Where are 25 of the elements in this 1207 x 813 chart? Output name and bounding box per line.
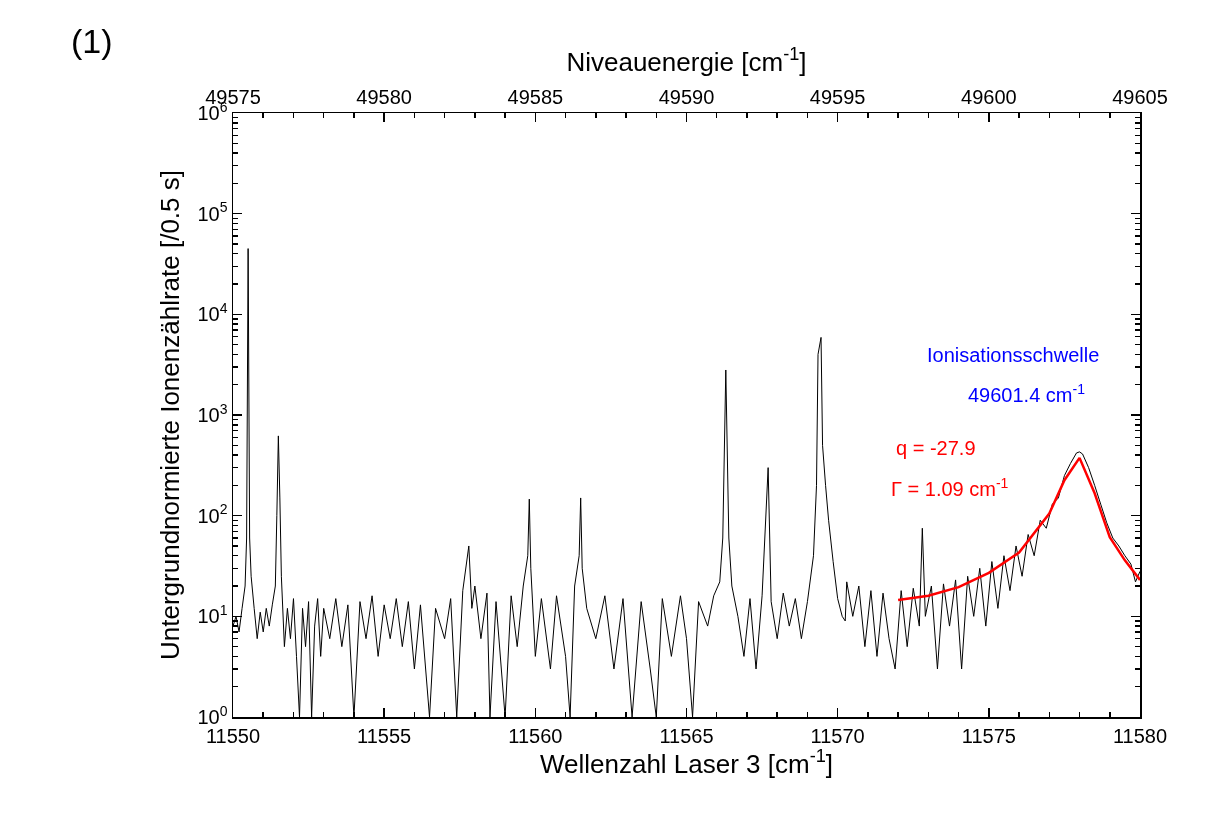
x-tick-label: 11575 [961, 724, 1016, 747]
x-tick-label: 11560 [508, 724, 563, 747]
y-tick-label: 10$^{2}$ [197, 501, 228, 527]
y-tick-label: 10$^{1}$ [197, 601, 228, 628]
y-tick-label: 10$^{3}$ [197, 400, 228, 426]
annotation: Ionisationsschwelle [927, 344, 1100, 366]
x-tick-label: 11555 [357, 724, 412, 747]
x2-tick-label: 49580 [356, 85, 412, 108]
x2-tick-label: 49600 [961, 85, 1017, 108]
x2-axis-title: Niveauenergie [cm$^{-1}$] [566, 44, 807, 78]
x-axis-title: Wellenzahl Laser 3 [cm$^{-1}$] [539, 746, 834, 780]
y-tick-label: 10$^{5}$ [197, 199, 228, 225]
y-tick-label: 10$^{4}$ [197, 299, 228, 326]
x-tick-label: 11580 [1112, 724, 1168, 747]
x-tick-label: 11570 [810, 724, 865, 747]
text: (1) [71, 22, 113, 60]
annotation: q = -27.9 [896, 437, 976, 459]
x2-tick-label: 49605 [1112, 85, 1168, 108]
annotation: 49601.4 cm$^{-1}$ [968, 381, 1086, 407]
x2-tick-label: 49595 [809, 85, 866, 108]
annotation: Γ = 1.09 cm$^{-1}$ [891, 475, 1009, 501]
x-tick-label: 11565 [659, 724, 714, 747]
y-axis-title: Untergrundnormierte Ionenzählrate [/0.5 s] [155, 170, 186, 660]
x2-tick-label: 49590 [658, 85, 715, 108]
x2-tick-label: 49585 [507, 85, 564, 108]
